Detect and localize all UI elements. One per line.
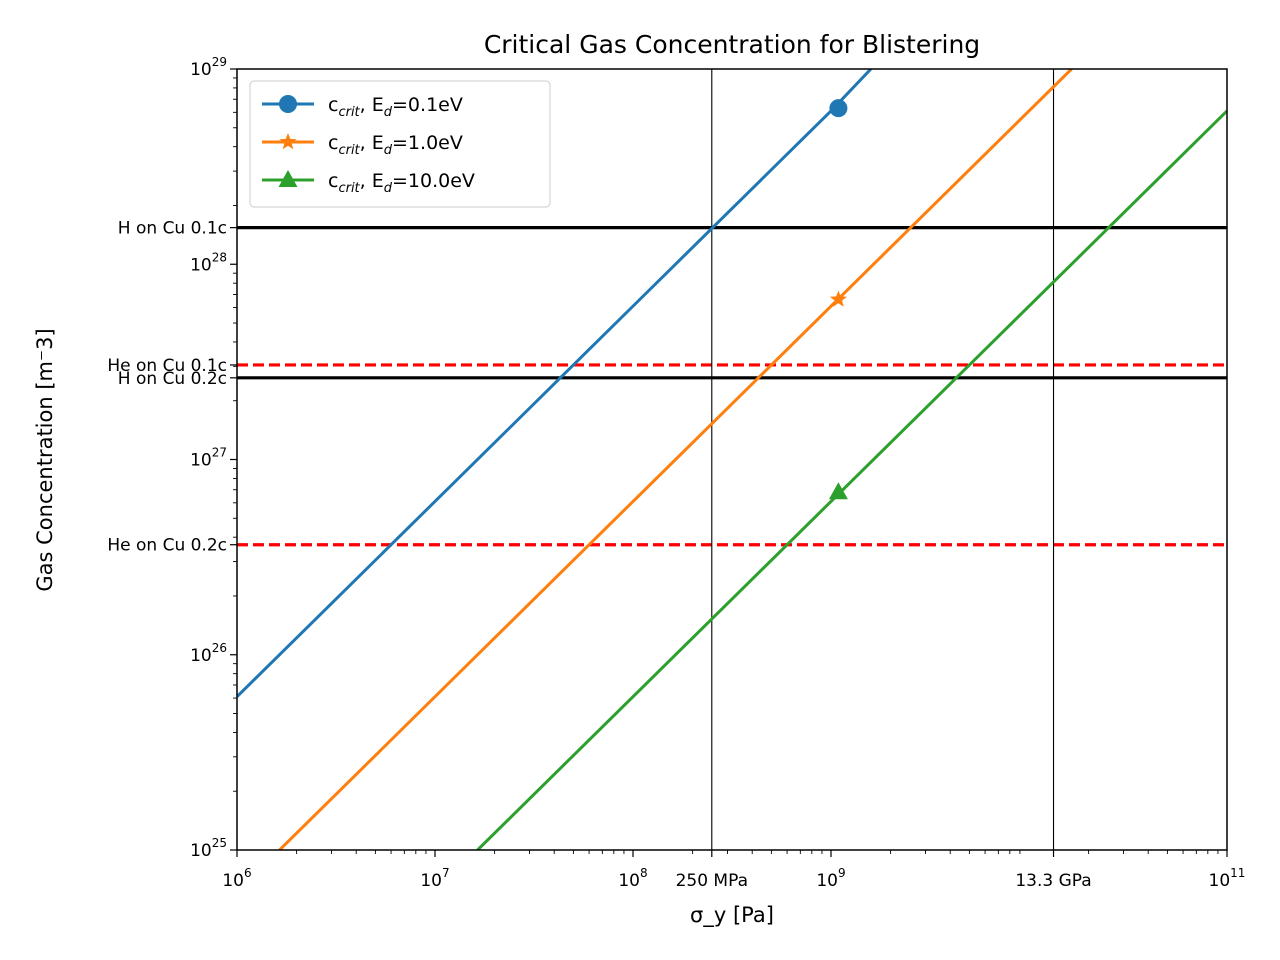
chart-title: Critical Gas Concentration for Blisterin…: [484, 30, 980, 59]
legend-box: [249, 80, 551, 208]
y-tick-label: 1026: [190, 641, 227, 666]
legend-marker-0: [279, 95, 297, 113]
series-marker-1: [829, 290, 847, 307]
x-tick-label: 250 MPa: [676, 871, 748, 891]
series-line-2: [476, 109, 1227, 850]
x-tick-label: 108: [618, 866, 647, 891]
x-tick-label: 106: [222, 866, 251, 891]
y-tick-label: 1029: [190, 55, 227, 80]
x-tick-label: 1011: [1209, 866, 1246, 891]
y-tick-label: He on Cu 0.2c: [107, 536, 227, 556]
x-tick-label: 107: [420, 866, 449, 891]
legend-label-2: ccrit, Ed=10.0eV: [328, 170, 475, 196]
x-axis-label: σ_y [Pa]: [690, 903, 774, 928]
y-tick-label: H on Cu 0.1c: [118, 219, 227, 239]
legend-label-1: ccrit, Ed=1.0eV: [328, 132, 463, 158]
series-line-1: [278, 69, 1073, 850]
x-tick-label: 109: [816, 866, 845, 891]
series-marker-0: [829, 99, 848, 118]
y-axis-label: Gas Concentration [m⁻3]: [33, 328, 57, 591]
series-marker-2: [828, 482, 848, 500]
x-tick-label: 13.3 GPa: [1015, 871, 1091, 891]
legend-label-0: ccrit, Ed=0.1eV: [328, 94, 463, 120]
legend-marker-1: [279, 133, 297, 150]
y-tick-label: He on Cu 0.1c: [107, 356, 227, 376]
y-tick-label: 1027: [190, 446, 227, 471]
legend-marker-2: [278, 170, 298, 187]
y-tick-label: 1028: [190, 250, 227, 275]
y-tick-label: H on Cu 0.2c: [118, 369, 227, 389]
y-tick-label: 1025: [190, 836, 227, 861]
legend: ccrit, Ed=0.1eV ccrit, Ed=1.0eV ccrit, Ed=…: [249, 80, 551, 208]
